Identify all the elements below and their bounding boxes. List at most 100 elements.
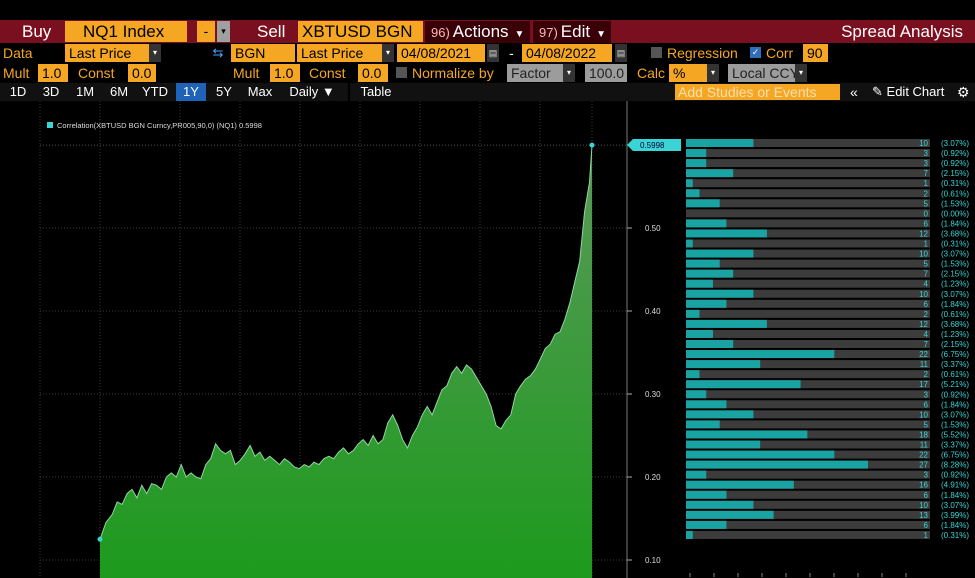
calc-select[interactable]: % ▾	[669, 64, 719, 82]
histogram-count: 10	[919, 250, 928, 259]
histogram-bar	[686, 279, 713, 288]
regression-checkbox[interactable]	[651, 47, 662, 58]
histogram-percent: (5.21%)	[941, 380, 969, 389]
last-value-tag-shape	[627, 139, 681, 151]
buy-ticker-input[interactable]: NQ1 Index	[65, 21, 187, 42]
corr-checkbox[interactable]: ✓	[750, 47, 761, 58]
tab-1m[interactable]: 1M	[75, 84, 95, 99]
histogram-bar	[686, 219, 727, 228]
end-date-input[interactable]: 04/08/2022	[522, 44, 612, 62]
histogram-count: 2	[924, 370, 929, 379]
normalize-checkbox[interactable]	[396, 67, 407, 78]
corr-period-input[interactable]: 90	[803, 44, 828, 62]
histogram-row-bg	[686, 340, 930, 348]
histogram-bar	[686, 179, 693, 188]
gear-icon[interactable]: ⚙	[957, 84, 970, 100]
add-studies-input[interactable]: Add Studies or Events	[675, 84, 840, 100]
start-date-input[interactable]: 04/08/2021	[397, 44, 485, 62]
source-input[interactable]: BGN	[231, 44, 295, 62]
histogram-bar	[686, 520, 727, 529]
histogram-row-bg	[686, 299, 930, 308]
tab-1d[interactable]: 1D	[9, 84, 27, 99]
mult-settings-row: Mult 1.0 Const 0.0 Mult 1.0 Const 0.0 No…	[0, 63, 975, 83]
add-studies-placeholder: Add Studies or Events	[678, 84, 817, 100]
chevron-down-icon: ▾	[382, 44, 394, 62]
actions-button[interactable]: 96) Actions ▼	[425, 21, 530, 43]
histogram-count: 4	[924, 280, 929, 289]
histogram-percent: (6.75%)	[941, 451, 969, 460]
histogram-row-bg	[686, 259, 930, 268]
histogram-row-bg	[686, 169, 930, 178]
calc-label: Calc	[637, 65, 666, 81]
histogram-percent: (0.92%)	[941, 159, 969, 168]
histogram-bar	[686, 380, 801, 389]
buy-const-input[interactable]: 0.0	[128, 64, 156, 82]
normalize-factor-input[interactable]: 100.0	[585, 64, 627, 82]
histogram-bar	[686, 360, 761, 369]
interval-select[interactable]: Daily ▼	[289, 84, 335, 99]
calendar-icon[interactable]: ▤	[487, 44, 499, 62]
edit-button[interactable]: 97) Edit ▼	[533, 21, 611, 43]
sell-const-input[interactable]: 0.0	[358, 64, 388, 82]
y-axis-tick-label: 0.20	[645, 473, 661, 482]
histogram-count: 7	[924, 340, 929, 349]
tab-6m[interactable]: 6M	[109, 84, 129, 99]
tab-max[interactable]: Max	[247, 84, 273, 99]
swap-icon[interactable]: ⇆	[212, 45, 224, 60]
currency-select[interactable]: Local CCY ▾	[728, 64, 807, 82]
histogram-count: 6	[924, 219, 929, 228]
histogram-bar	[686, 239, 693, 248]
correlation-line	[99, 145, 593, 540]
buy-dash-box[interactable]: -	[197, 21, 215, 42]
histogram-row-bg	[686, 269, 930, 278]
legend-swatch	[47, 122, 53, 128]
chevron-down-icon: ▾	[149, 44, 161, 62]
histogram-percent: (3.37%)	[941, 441, 969, 450]
calendar-icon[interactable]: ▤	[615, 44, 627, 62]
tab-1y[interactable]: 1Y	[176, 83, 206, 101]
histogram-bar	[686, 289, 754, 298]
histogram-bar	[686, 229, 767, 238]
tab-ytd[interactable]: YTD	[142, 84, 168, 99]
sell-mult-input[interactable]: 1.0	[270, 64, 300, 82]
histogram-count: 18	[919, 430, 928, 439]
histogram-percent: (0.31%)	[941, 179, 969, 188]
normalize-method-value: Factor	[511, 65, 551, 81]
edit-chart-label: Edit Chart	[886, 84, 945, 99]
histogram-percent: (0.92%)	[941, 149, 969, 158]
y-axis-tick-label: 0.50	[645, 224, 661, 233]
table-button[interactable]: Table	[360, 84, 392, 99]
histogram-count: 1	[924, 179, 929, 188]
histogram-bar	[686, 269, 734, 278]
edit-chart-button[interactable]: ✎ Edit Chart	[872, 83, 944, 101]
sell-ticker-input[interactable]: XBTUSD BGN C	[298, 21, 423, 62]
histogram-bar	[686, 199, 720, 208]
const-label: Const	[309, 65, 346, 81]
histogram-percent: (3.07%)	[941, 139, 969, 148]
normalize-method-select[interactable]: Factor ▾	[507, 64, 575, 82]
histogram-row-bg	[686, 179, 930, 188]
buy-dropdown-button[interactable]: ▾	[217, 21, 230, 42]
histogram-bar	[686, 189, 700, 198]
histogram-bar	[686, 510, 774, 519]
tab-5y[interactable]: 5Y	[216, 84, 232, 99]
chevron-down-icon: ▼	[514, 29, 525, 40]
histogram-percent: (1.84%)	[941, 219, 969, 228]
correlation-chart[interactable]: Correlation(XBTUSD BGN Curncy,PR005,90,0…	[0, 101, 975, 578]
histogram-count: 3	[924, 390, 929, 399]
buy-mult-input[interactable]: 1.0	[38, 64, 68, 82]
histogram-bar	[686, 420, 720, 429]
data-field-select[interactable]: Last Price ▾	[65, 44, 161, 62]
calc-value: %	[673, 65, 686, 81]
histogram-percent: (0.92%)	[941, 390, 969, 399]
tab-3d[interactable]: 3D	[42, 84, 60, 99]
collapse-chevrons-icon[interactable]: «	[850, 84, 858, 100]
histogram-row-bg	[686, 430, 930, 439]
histogram-bar	[686, 259, 720, 268]
histogram-bar	[686, 139, 754, 147]
chevron-down-icon: ▼	[596, 29, 606, 40]
histogram-row-bg	[686, 390, 930, 399]
histogram-count: 1	[924, 240, 929, 249]
sell-data-field-select[interactable]: Last Price ▾	[297, 44, 394, 62]
histogram-percent: (3.68%)	[941, 229, 969, 238]
